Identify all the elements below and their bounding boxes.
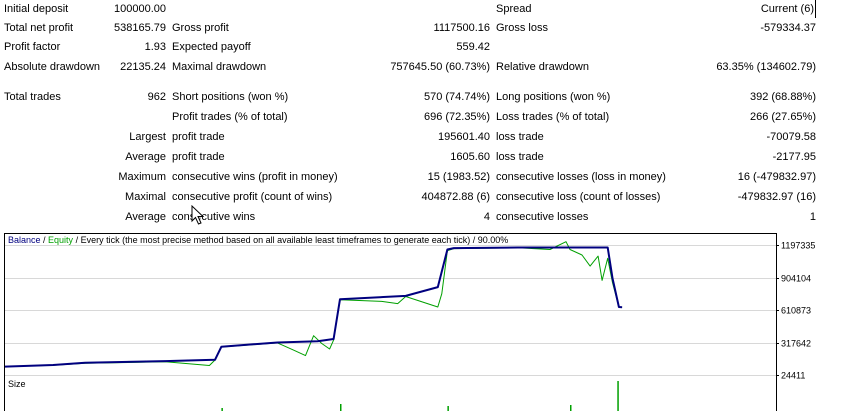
maximal-consecutive-profit-value: 404872.88 (6) [421, 191, 491, 203]
legend-separator: / [41, 235, 49, 245]
maximal-drawdown-label: Maximal drawdown [172, 61, 267, 73]
max-consecutive-losses-label: consecutive losses (loss in money) [496, 171, 666, 183]
y-tick-label: 610873 [781, 306, 811, 316]
long-positions-value: 392 (68.88%) [749, 91, 816, 103]
average-consecutive-losses-label: consecutive losses [496, 211, 589, 223]
largest-profit-trade-label: profit trade [172, 131, 225, 143]
maximal-consecutive-profit-label: consecutive profit (count of wins) [172, 191, 333, 203]
total-trades-label: Total trades [4, 91, 61, 103]
total-net-profit-value: 538165.79 [114, 22, 166, 34]
balance-series [4, 246, 623, 368]
y-tick-label: 1197335 [781, 241, 815, 251]
long-positions-label: Long positions (won %) [496, 91, 611, 103]
short-positions-label: Short positions (won %) [172, 91, 289, 103]
size-bar [447, 406, 449, 411]
balance-line [4, 246, 623, 368]
loss-trades-label: Loss trades (% of total) [496, 111, 610, 123]
expected-payoff-label: Expected payoff [172, 41, 251, 53]
size-plot-frame [4, 375, 777, 414]
main-plot-frame [4, 233, 777, 376]
largest-label: Largest [129, 131, 166, 143]
y-tick-label: 24411 [781, 371, 805, 381]
max-consecutive-wins-label: consecutive wins (profit in money) [172, 171, 338, 183]
loss-trades-value: 266 (27.65%) [749, 111, 816, 123]
y-tick-label: 904104 [781, 274, 811, 284]
y-tick-label: 317642 [781, 339, 811, 349]
mouse-cursor-icon [191, 205, 205, 225]
size-bar [221, 408, 223, 411]
gross-profit-value: 1117500.16 [433, 22, 490, 34]
size-panel-label: Size [8, 379, 26, 389]
maximal-drawdown-value: 757645.50 (60.73%) [390, 61, 490, 73]
gross-loss-label: Gross loss [496, 22, 548, 34]
max-consecutive-losses-value: 16 (-479832.97) [737, 171, 816, 183]
size-bar [617, 381, 619, 411]
maximum-label: Maximum [118, 171, 166, 183]
expected-payoff-value: 559.42 [456, 41, 490, 53]
spread-label: Spread [496, 3, 532, 15]
average-consecutive-losses-value: 1 [809, 211, 816, 223]
gross-profit-label: Gross profit [172, 22, 229, 34]
max-consecutive-wins-value: 15 (1983.52) [427, 171, 490, 183]
total-trades-value: 962 [147, 91, 166, 103]
size-bar [570, 405, 572, 411]
profit-trades-value: 696 (72.35%) [423, 111, 490, 123]
spread-value: Current (6) [700, 0, 816, 18]
largest-loss-trade-value: -70079.58 [766, 131, 816, 143]
profit-factor-value: 1.93 [144, 41, 166, 53]
average-consecutive-wins-value: 4 [483, 211, 490, 223]
average-profit-trade-value: 1605.60 [450, 151, 490, 163]
grid-lines [5, 245, 776, 376]
short-positions-value: 570 (74.74%) [423, 91, 490, 103]
gross-loss-value: -579334.37 [760, 22, 816, 34]
profit-factor-label: Profit factor [4, 41, 61, 53]
maximal-consecutive-loss-value: -479832.97 (16) [737, 191, 816, 203]
relative-drawdown-value: 63.35% (134602.79) [716, 61, 816, 73]
size-bar [340, 404, 342, 411]
profit-trades-label: Profit trades (% of total) [172, 111, 288, 123]
initial-deposit-value: 100000.00 [114, 3, 166, 15]
legend-description: / Every tick (the most precise method ba… [73, 235, 508, 245]
maximal-consecutive-loss-label: consecutive loss (count of losses) [496, 191, 661, 203]
y-axis-ticks: 1197335 904104 610873 317642 24411 [776, 241, 815, 381]
balance-equity-chart: 1197335 904104 610873 317642 24411 Balance /… [0, 230, 844, 414]
largest-loss-trade-label: loss trade [496, 131, 544, 143]
legend-balance: Balance [8, 235, 41, 245]
maximal-label: Maximal [125, 191, 166, 203]
average-consecutive-label: Average [125, 211, 166, 223]
chart-canvas: 1197335 904104 610873 317642 24411 Balance /… [4, 233, 815, 414]
average-loss-trade-value: -2177.95 [772, 151, 816, 163]
size-bars [221, 381, 619, 411]
relative-drawdown-label: Relative drawdown [496, 61, 589, 73]
absolute-drawdown-value: 22135.24 [120, 61, 166, 73]
total-net-profit-label: Total net profit [4, 22, 74, 34]
absolute-drawdown-label: Absolute drawdown [4, 61, 101, 73]
average-loss-trade-label: loss trade [496, 151, 544, 163]
average-label: Average [125, 151, 166, 163]
legend-equity: Equity [48, 235, 74, 245]
largest-profit-trade-value: 195601.40 [438, 131, 490, 143]
report-summary: Initial deposit 100000.00 Spread Current… [4, 0, 816, 223]
svg-text:Balance / Equity / Every tick: Balance / Equity / Every tick (the most … [8, 235, 508, 245]
initial-deposit-label: Initial deposit [4, 3, 69, 15]
average-profit-trade-label: profit trade [172, 151, 225, 163]
